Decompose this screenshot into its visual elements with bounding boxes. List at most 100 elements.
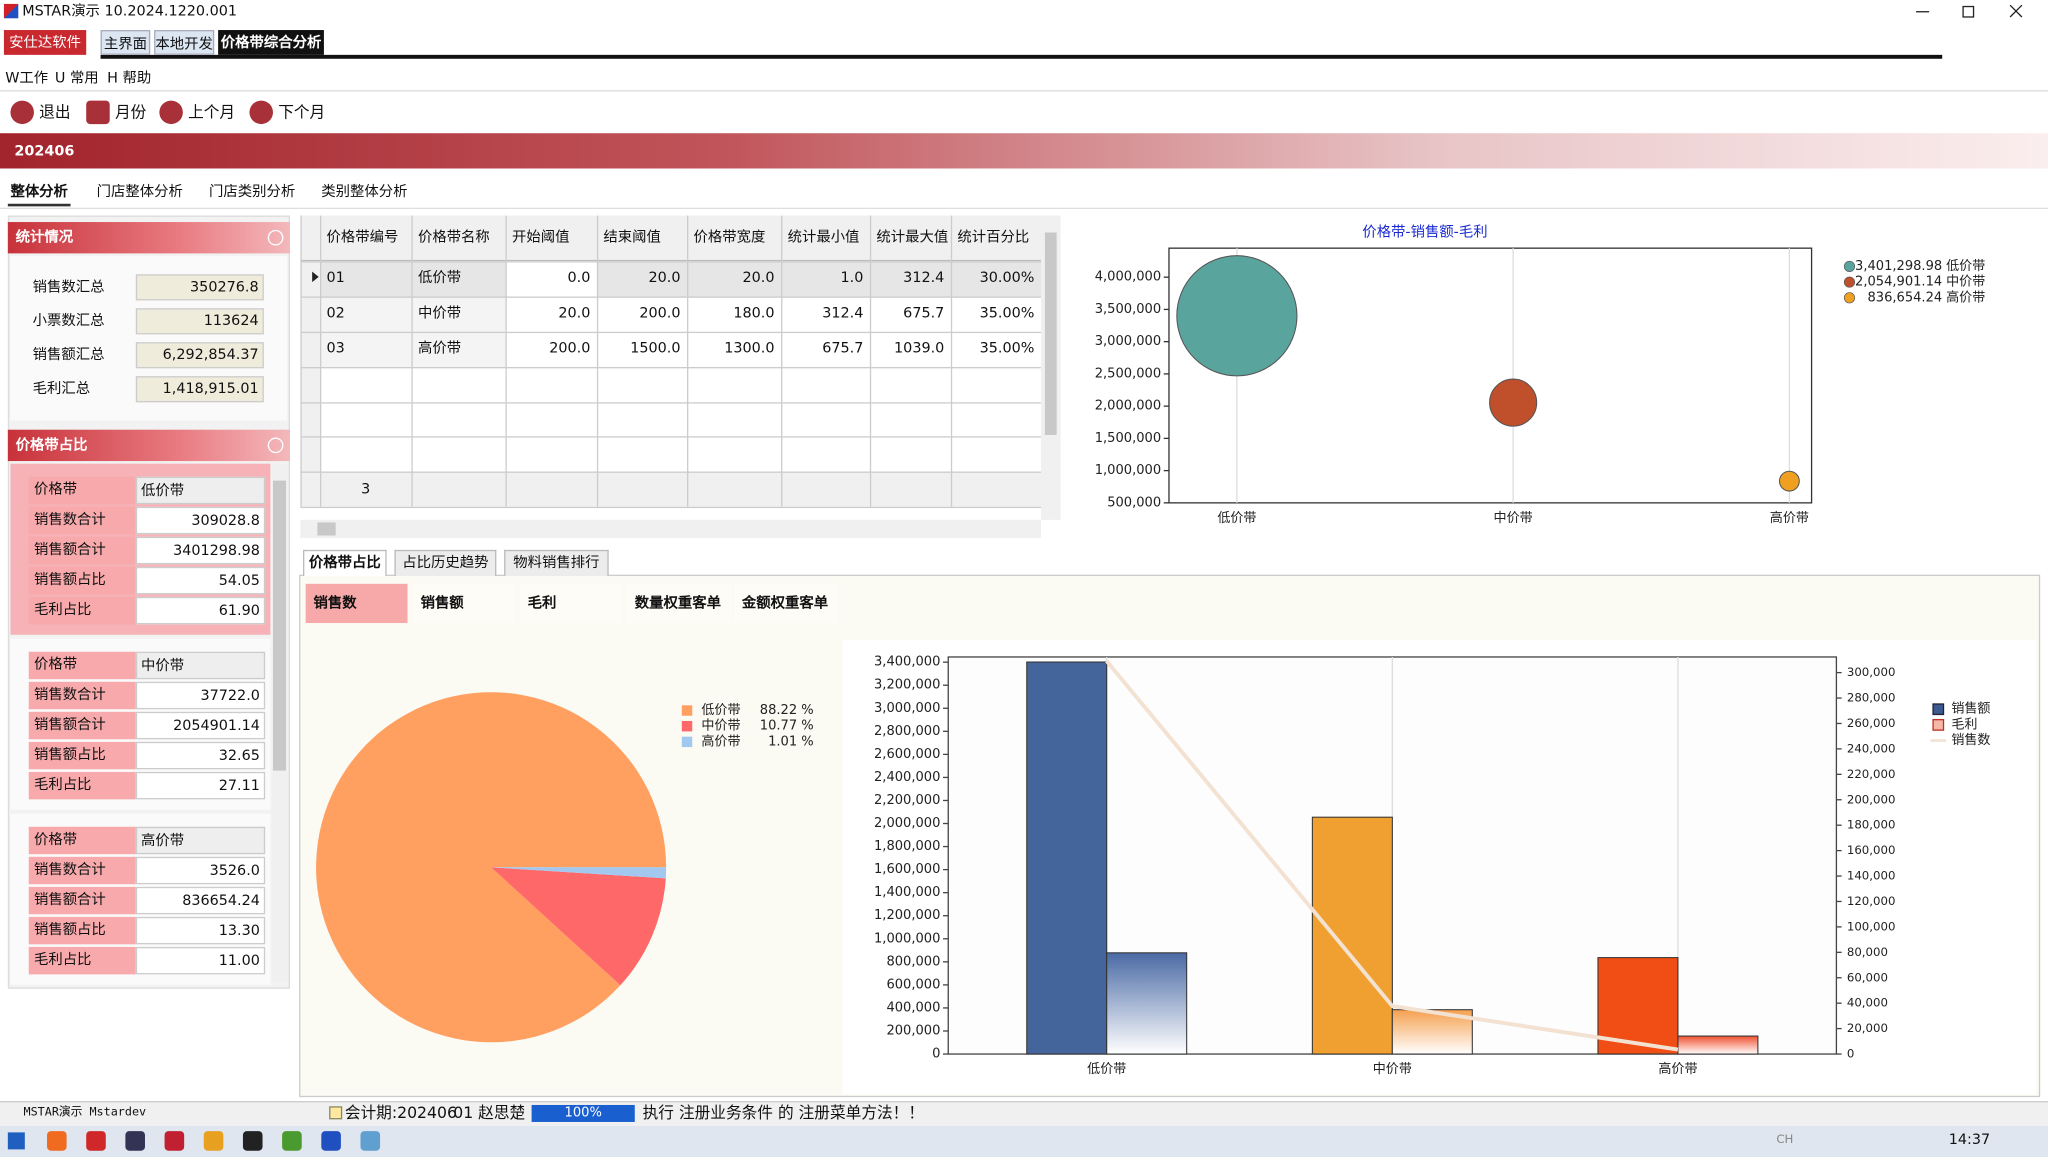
table-header-bg xyxy=(300,215,1041,262)
field-label-cell xyxy=(28,886,136,915)
subtab-active-underline xyxy=(7,203,71,207)
cell: 35.00% xyxy=(979,339,1035,357)
taskbar-app[interactable] xyxy=(125,1131,145,1151)
panel-title: 统计情况 xyxy=(15,228,74,246)
column-header: 开始阈值 xyxy=(511,228,570,246)
grid-v xyxy=(781,215,783,507)
taskbar xyxy=(0,1125,2048,1157)
field-label: 销售额占比 xyxy=(33,920,106,938)
subtab[interactable]: 类别整体分析 xyxy=(321,182,408,200)
cell: 20.0 xyxy=(742,269,775,287)
cell: 1.0 xyxy=(840,269,864,287)
field-label: 销售额合计 xyxy=(33,540,106,558)
cell: 200.0 xyxy=(549,339,591,357)
table-vscroll-thumb[interactable] xyxy=(1044,232,1057,435)
bar-panel xyxy=(842,639,2037,1095)
restore[interactable] xyxy=(1962,5,1975,18)
metric-button[interactable]: 销售额 xyxy=(412,583,515,624)
field-label-cell xyxy=(28,596,136,625)
tab[interactable]: 主界面 xyxy=(100,30,151,55)
metric-button[interactable]: 销售数 xyxy=(305,583,408,624)
taskbar-lang: CH xyxy=(1776,1133,1794,1147)
bubble-panel xyxy=(1065,215,2039,540)
taskbar-app[interactable] xyxy=(164,1131,185,1151)
field-label-cell xyxy=(28,476,136,505)
field-label: 毛利汇总 xyxy=(32,380,91,398)
cell: 20.0 xyxy=(558,304,591,322)
metric-button[interactable]: 金额权重客单 xyxy=(734,583,839,624)
grid-v xyxy=(300,215,302,507)
field-value: 低价带 xyxy=(135,476,266,505)
table-hscroll-thumb[interactable] xyxy=(317,522,336,536)
row-indicator-col xyxy=(300,261,320,507)
cell: 高价带 xyxy=(417,339,462,357)
field-label: 销售额汇总 xyxy=(32,346,105,364)
grid-h xyxy=(300,331,1041,334)
field-value: 61.90 xyxy=(135,596,266,625)
subtab[interactable]: 整体分析 xyxy=(10,182,68,200)
taskbar-app[interactable] xyxy=(86,1131,106,1151)
grid-v xyxy=(319,215,322,507)
taskbar-app[interactable] xyxy=(242,1131,263,1151)
close[interactable] xyxy=(2009,4,2023,18)
taskbar-app[interactable] xyxy=(360,1131,381,1151)
toolbar-icon[interactable] xyxy=(249,100,273,125)
tab-underline xyxy=(100,54,1943,59)
taskbar-app[interactable] xyxy=(282,1131,302,1151)
field-value: 1,418,915.01 xyxy=(135,376,264,403)
field-label-cell xyxy=(28,651,136,680)
metric-button[interactable]: 数量权重客单 xyxy=(626,583,732,624)
field-value: 6,292,854.37 xyxy=(135,342,264,369)
toolbar-button: 退出 xyxy=(39,103,71,122)
field-label: 销售数合计 xyxy=(33,860,106,878)
cell: 01 xyxy=(326,269,345,287)
field-value: 11.00 xyxy=(135,946,266,975)
field-value: 3526.0 xyxy=(135,856,266,885)
taskbar-app[interactable] xyxy=(203,1131,224,1151)
bottom-tab[interactable]: 占比历史趋势 xyxy=(394,549,497,576)
cell: 低价带 xyxy=(417,269,462,287)
field-value: 350276.8 xyxy=(135,274,264,301)
scrollbar-thumb[interactable] xyxy=(272,480,287,771)
cell: 35.00% xyxy=(979,304,1035,322)
tab[interactable]: 本地开发 xyxy=(154,30,215,55)
bottom-tab[interactable]: 价格带占比 xyxy=(303,549,387,576)
cell: 180.0 xyxy=(733,304,775,322)
period-bar xyxy=(0,133,2048,169)
collapse-icon[interactable] xyxy=(267,229,284,246)
status-bar xyxy=(0,1101,2048,1126)
field-value: 37722.0 xyxy=(135,681,266,710)
taskbar-time: 14:37 xyxy=(1948,1131,1991,1149)
field-value: 836654.24 xyxy=(135,886,266,915)
field-label-cell xyxy=(28,536,136,565)
field-value: 高价带 xyxy=(135,826,266,855)
metric-button[interactable]: 毛利 xyxy=(519,583,622,624)
field-label: 销售额占比 xyxy=(33,570,106,588)
toolbar-button: 上个月 xyxy=(188,103,236,122)
subtab[interactable]: 门店整体分析 xyxy=(96,182,183,200)
field-label-cell xyxy=(28,506,136,535)
toolbar-icon[interactable] xyxy=(159,100,183,125)
window-controls[interactable] xyxy=(1900,0,2044,24)
start-button[interactable] xyxy=(7,1132,25,1150)
status-period: 会计期:202406 xyxy=(344,1103,457,1122)
toolbar-icon[interactable] xyxy=(86,100,110,125)
field-label-cell xyxy=(28,681,136,710)
tab[interactable]: 安仕达软件 xyxy=(3,30,87,55)
taskbar-app[interactable] xyxy=(47,1131,67,1151)
menu-item: U 常用 xyxy=(54,69,99,87)
field-value: 3401298.98 xyxy=(135,536,266,565)
subtab[interactable]: 门店类别分析 xyxy=(208,182,296,200)
grid-h xyxy=(300,402,1041,404)
cell: 中价带 xyxy=(417,304,462,322)
bottom-tab[interactable]: 物料销售排行 xyxy=(504,549,609,576)
tab[interactable]: 价格带综合分析 xyxy=(218,30,324,55)
toolbar-icon[interactable] xyxy=(10,100,34,125)
field-label-cell xyxy=(28,771,136,800)
grid-v xyxy=(950,215,953,507)
taskbar-app[interactable] xyxy=(321,1131,341,1151)
collapse-icon[interactable] xyxy=(267,437,284,454)
menu-item: W工作 xyxy=(5,69,49,87)
cell: 675.7 xyxy=(822,339,864,357)
field-label: 销售数汇总 xyxy=(32,278,105,296)
